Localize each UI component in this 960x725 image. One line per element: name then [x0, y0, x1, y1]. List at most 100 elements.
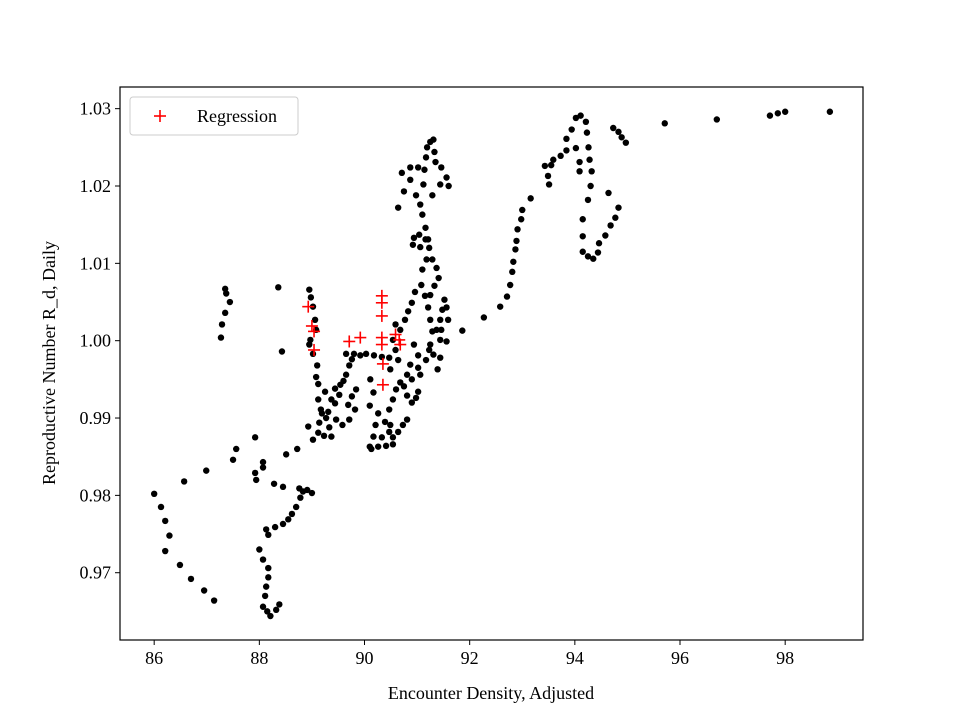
- point: [306, 286, 313, 293]
- point: [429, 192, 436, 199]
- point: [618, 134, 625, 141]
- point: [342, 350, 350, 358]
- point: [346, 362, 353, 369]
- point: [279, 520, 287, 528]
- point: [282, 451, 290, 458]
- point: [409, 241, 417, 248]
- point: [252, 476, 260, 484]
- point: [586, 156, 593, 163]
- point: [610, 124, 617, 132]
- point: [510, 258, 517, 265]
- point: [313, 362, 321, 369]
- point: [584, 196, 592, 204]
- point: [265, 574, 272, 581]
- point: [387, 366, 394, 373]
- point: [226, 298, 234, 306]
- point: [400, 188, 408, 195]
- point: [503, 293, 511, 300]
- point: [382, 442, 390, 450]
- y-axis-label: Reproductive Number R_d, Daily: [39, 241, 59, 485]
- point: [550, 156, 557, 163]
- point: [326, 424, 333, 431]
- y-tick-label: 0.99: [80, 408, 112, 428]
- point: [418, 281, 425, 289]
- point: [422, 154, 430, 161]
- point: [427, 341, 434, 348]
- x-tick-label: 98: [776, 648, 794, 668]
- point: [414, 364, 422, 371]
- point: [265, 564, 272, 572]
- point: [588, 168, 595, 175]
- x-axis-label: Encounter Density, Adjusted: [388, 683, 594, 703]
- point: [417, 201, 424, 208]
- point: [370, 389, 377, 396]
- plot-frame: [119, 86, 864, 641]
- point: [425, 346, 433, 354]
- point: [362, 350, 370, 358]
- point: [400, 383, 408, 390]
- point: [429, 256, 436, 263]
- point: [394, 204, 402, 211]
- point: [408, 299, 416, 306]
- point: [602, 232, 609, 239]
- x-tick-label: 92: [461, 648, 479, 668]
- point: [348, 393, 356, 400]
- point: [576, 158, 583, 166]
- point: [445, 182, 452, 190]
- point: [387, 421, 394, 429]
- point: [438, 164, 445, 171]
- point: [307, 294, 315, 301]
- point: [585, 144, 592, 151]
- point: [308, 489, 316, 497]
- point: [370, 352, 378, 359]
- point: [272, 606, 280, 614]
- point: [419, 266, 426, 273]
- point: [410, 234, 418, 242]
- point: [375, 309, 388, 322]
- point: [348, 356, 356, 363]
- point: [421, 292, 429, 300]
- point: [315, 429, 322, 436]
- point: [422, 356, 430, 364]
- point: [345, 401, 352, 409]
- point: [343, 335, 356, 348]
- point: [443, 338, 450, 345]
- point: [339, 421, 346, 429]
- point: [221, 309, 229, 317]
- point: [331, 385, 339, 392]
- point: [394, 338, 407, 351]
- point: [370, 433, 377, 440]
- point: [392, 386, 400, 393]
- point: [294, 445, 301, 453]
- point: [435, 274, 442, 282]
- point: [233, 445, 240, 453]
- point: [595, 240, 603, 247]
- point: [200, 587, 208, 594]
- point: [576, 168, 583, 175]
- point: [781, 108, 789, 115]
- point: [267, 612, 274, 620]
- point: [331, 400, 339, 407]
- point: [403, 416, 411, 423]
- point: [325, 408, 332, 416]
- point: [306, 341, 313, 348]
- point: [315, 380, 322, 388]
- point: [308, 325, 321, 338]
- point: [315, 396, 322, 403]
- point: [372, 421, 379, 429]
- point: [176, 561, 184, 569]
- point: [374, 443, 382, 450]
- x-tick-label: 96: [671, 648, 689, 668]
- point: [278, 348, 286, 355]
- point: [431, 282, 438, 289]
- point: [563, 135, 570, 143]
- point: [422, 224, 429, 231]
- point: [398, 169, 406, 177]
- point: [412, 192, 420, 199]
- point: [425, 244, 433, 252]
- y-tick-label: 0.97: [80, 563, 112, 583]
- point: [401, 316, 409, 324]
- point: [392, 321, 399, 328]
- point: [262, 526, 270, 533]
- point: [354, 331, 367, 344]
